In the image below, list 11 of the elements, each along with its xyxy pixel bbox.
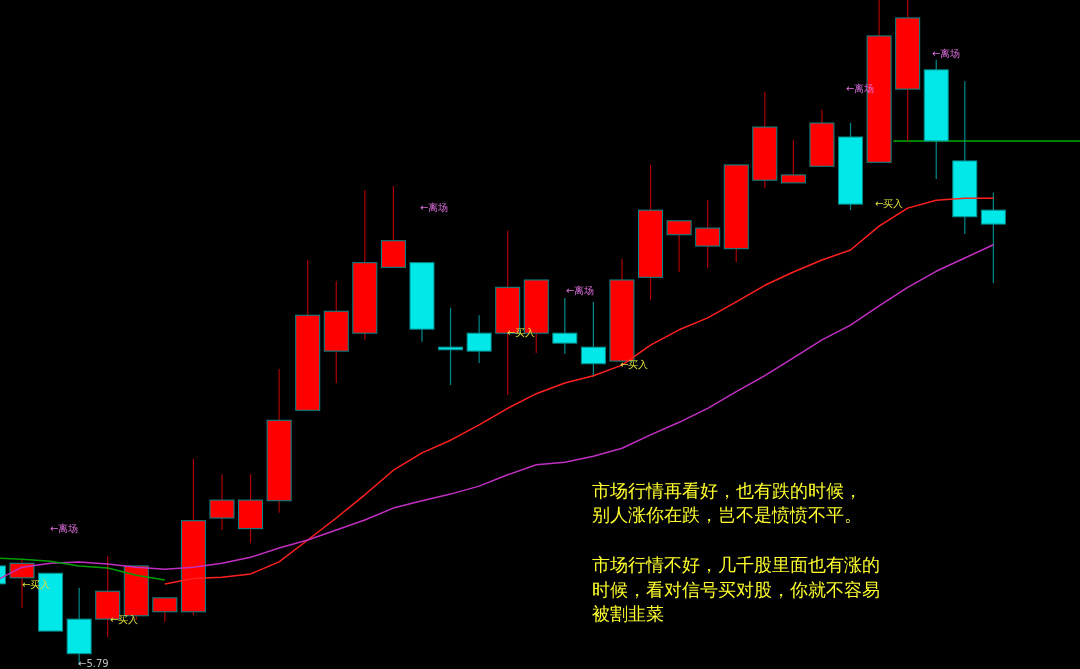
annotation: 别人涨你在跌，岂不是愤愤不平。 [592,505,862,525]
annotation: ←离场 [566,285,595,296]
annotation: 被割韭菜 [592,604,664,624]
annotation: 时候，看对信号买对股，你就不容易 [592,580,880,600]
annotation: ←离场 [932,48,961,59]
annotation: 市场行情不好，几千股里面也有涨的 [592,555,880,575]
annotation: ←离场 [50,523,79,534]
annotation: 市场行情再看好，也有跌的时候， [592,481,862,501]
annotation: ←5.79 [78,658,109,669]
annotation: ←买入 [875,198,904,209]
annotation: ←离场 [420,202,449,213]
